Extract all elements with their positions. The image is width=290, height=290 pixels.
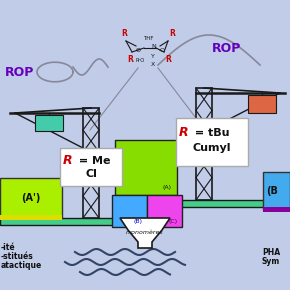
Text: ROP: ROP [5, 66, 35, 79]
Bar [176, 118, 248, 166]
Text: atactique: atactique [1, 261, 42, 270]
Bar [83, 108, 99, 218]
Text: Y: Y [151, 53, 155, 59]
Text: X: X [151, 61, 155, 66]
Bar [0, 215, 62, 220]
Bar [115, 140, 177, 195]
Bar [147, 195, 182, 227]
Bar [0, 218, 135, 225]
Text: R: R [169, 28, 175, 37]
Text: Cl: Cl [85, 169, 97, 179]
Text: PHA: PHA [262, 248, 280, 257]
Text: monomères: monomères [126, 229, 164, 235]
Text: -ité: -ité [1, 243, 16, 252]
Text: R: R [63, 155, 73, 168]
Text: R: R [127, 55, 133, 64]
Bar [35, 115, 63, 131]
Bar [263, 207, 290, 212]
Bar [165, 200, 290, 207]
Text: O: O [135, 48, 140, 52]
Text: R: R [121, 28, 127, 37]
Bar [60, 148, 122, 186]
Text: (B: (B [266, 186, 278, 196]
Bar [248, 95, 276, 113]
Bar [196, 88, 212, 200]
Text: -stitués: -stitués [1, 252, 34, 261]
Text: = Me: = Me [75, 156, 110, 166]
Text: ROP: ROP [212, 41, 241, 55]
Bar [0, 178, 62, 218]
Text: = tBu: = tBu [191, 128, 229, 138]
Bar [263, 172, 290, 210]
Bar [112, 195, 147, 227]
Text: THF: THF [143, 35, 153, 41]
Text: Sym: Sym [262, 257, 280, 266]
Text: (C): (C) [168, 218, 177, 224]
Text: R: R [165, 55, 171, 64]
Text: Cumyl: Cumyl [193, 143, 231, 153]
Text: (A'): (A') [21, 193, 41, 203]
Polygon shape [120, 218, 170, 248]
Text: R: R [179, 126, 189, 139]
Text: PrO: PrO [135, 57, 145, 63]
Text: (B): (B) [133, 218, 142, 224]
Text: N: N [152, 44, 156, 48]
Text: (A): (A) [162, 184, 171, 189]
Text: O: O [160, 48, 164, 52]
